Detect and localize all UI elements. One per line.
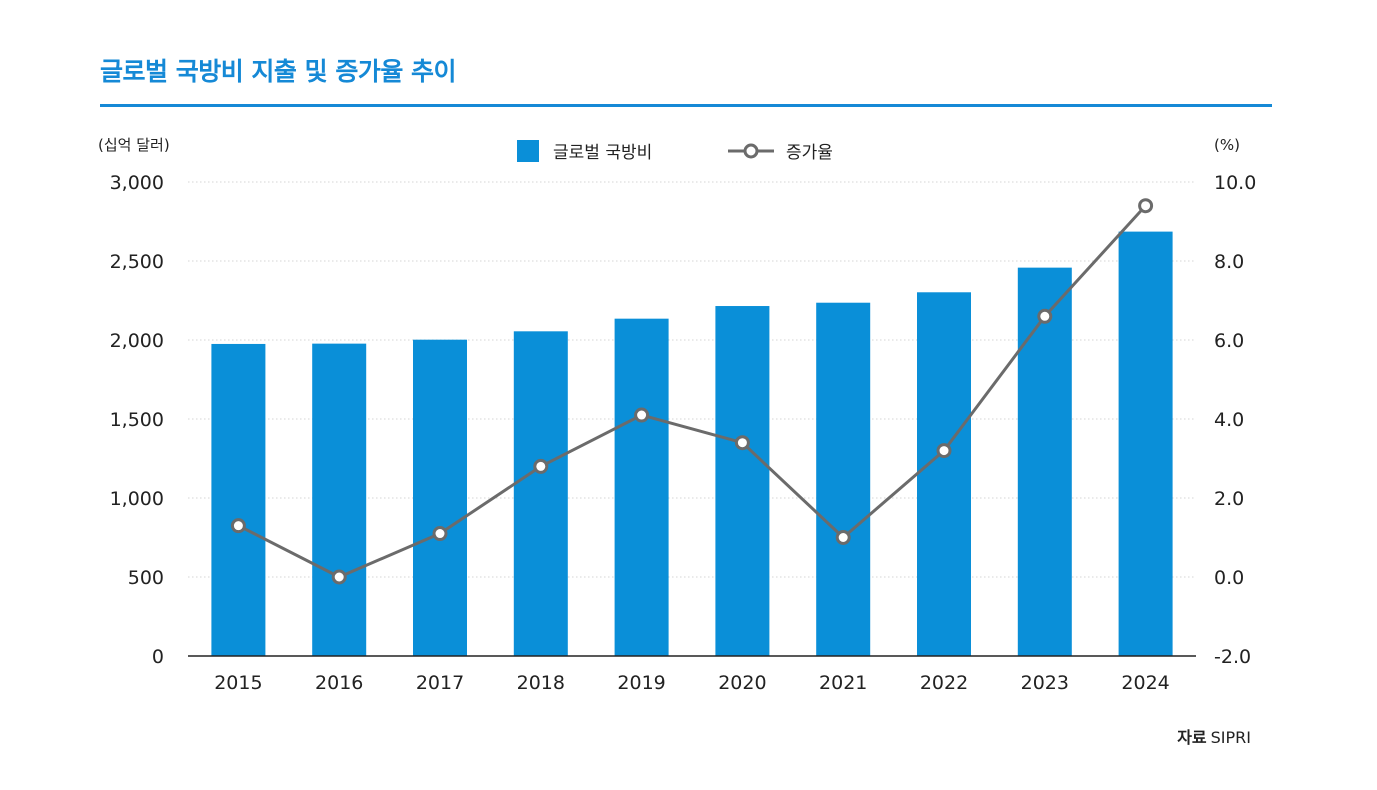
bar-2021 — [816, 302, 871, 656]
bar-2024 — [1118, 231, 1173, 656]
left-tick-label: 2,000 — [110, 330, 164, 352]
chart-title: 글로벌 국방비 지출 및 증가율 추이 — [100, 57, 457, 86]
growth-point-2017 — [432, 526, 448, 542]
growth-point-2019 — [634, 407, 650, 423]
bars — [211, 231, 1173, 656]
x-tick-label-2015: 2015 — [214, 672, 262, 694]
x-tick-label-2018: 2018 — [517, 672, 565, 694]
right-axis-title: (%) — [1214, 136, 1240, 154]
growth-line — [230, 198, 1154, 585]
left-tick-label: 1,500 — [110, 409, 164, 431]
source-value: SIPRI — [1210, 728, 1251, 747]
right-tick-label: 0.0 — [1214, 567, 1244, 589]
left-tick-label: 500 — [128, 567, 164, 589]
legend-bar-swatch — [517, 140, 539, 162]
growth-point-2022 — [936, 443, 952, 459]
left-tick-label: 2,500 — [110, 251, 164, 273]
x-tick-label-2019: 2019 — [617, 672, 665, 694]
growth-point-2020 — [734, 435, 750, 451]
title-underline — [100, 104, 1272, 107]
right-tick-label: 8.0 — [1214, 251, 1244, 273]
x-tick-label-2020: 2020 — [718, 672, 766, 694]
left-tick-label: 0 — [152, 646, 164, 668]
legend-bar-label: 글로벌 국방비 — [553, 143, 652, 163]
right-tick-label: 2.0 — [1214, 488, 1244, 510]
right-tick-label: -2.0 — [1214, 646, 1251, 668]
bar-2016 — [312, 343, 367, 656]
left-tick-label: 1,000 — [110, 488, 164, 510]
source-note: 자료 SIPRI — [1177, 724, 1251, 748]
growth-point-2015 — [230, 518, 246, 534]
growth-polyline — [237, 204, 1147, 579]
x-tick-label-2021: 2021 — [819, 672, 867, 694]
x-tick-label-2022: 2022 — [920, 672, 968, 694]
legend: 글로벌 국방비 증가율 — [517, 140, 833, 163]
bar-2015 — [211, 343, 266, 656]
bar-2018 — [513, 331, 568, 656]
growth-point-2016 — [331, 569, 347, 585]
growth-point-2021 — [835, 530, 851, 545]
legend-line-label: 증가율 — [786, 143, 833, 163]
bar-2022 — [917, 292, 971, 656]
source-label: 자료 — [1177, 728, 1207, 747]
x-tick-label-2024: 2024 — [1121, 672, 1169, 694]
growth-point-2024 — [1138, 198, 1154, 214]
bar-2023 — [1017, 267, 1072, 656]
legend-line-marker — [743, 143, 759, 159]
bar-2017 — [413, 339, 467, 656]
x-tick-label-2023: 2023 — [1021, 672, 1069, 694]
left-axis-title: (십억 달러) — [98, 136, 170, 154]
right-tick-label: 6.0 — [1214, 330, 1244, 352]
growth-point-2018 — [533, 458, 549, 474]
growth-point-2023 — [1037, 308, 1053, 324]
right-tick-label: 4.0 — [1214, 409, 1244, 431]
bar-2020 — [715, 306, 770, 656]
axis-labels: 0 -2.0 500 0.0 1,000 2.0 1,500 4.0 2,000 6.0 2,500… — [110, 172, 1257, 694]
x-tick-label-2016: 2016 — [315, 672, 363, 694]
left-tick-label: 3,000 — [110, 172, 164, 194]
x-tick-label-2017: 2017 — [416, 672, 464, 694]
right-tick-label: 10.0 — [1214, 172, 1256, 194]
bar-2019 — [614, 318, 669, 656]
